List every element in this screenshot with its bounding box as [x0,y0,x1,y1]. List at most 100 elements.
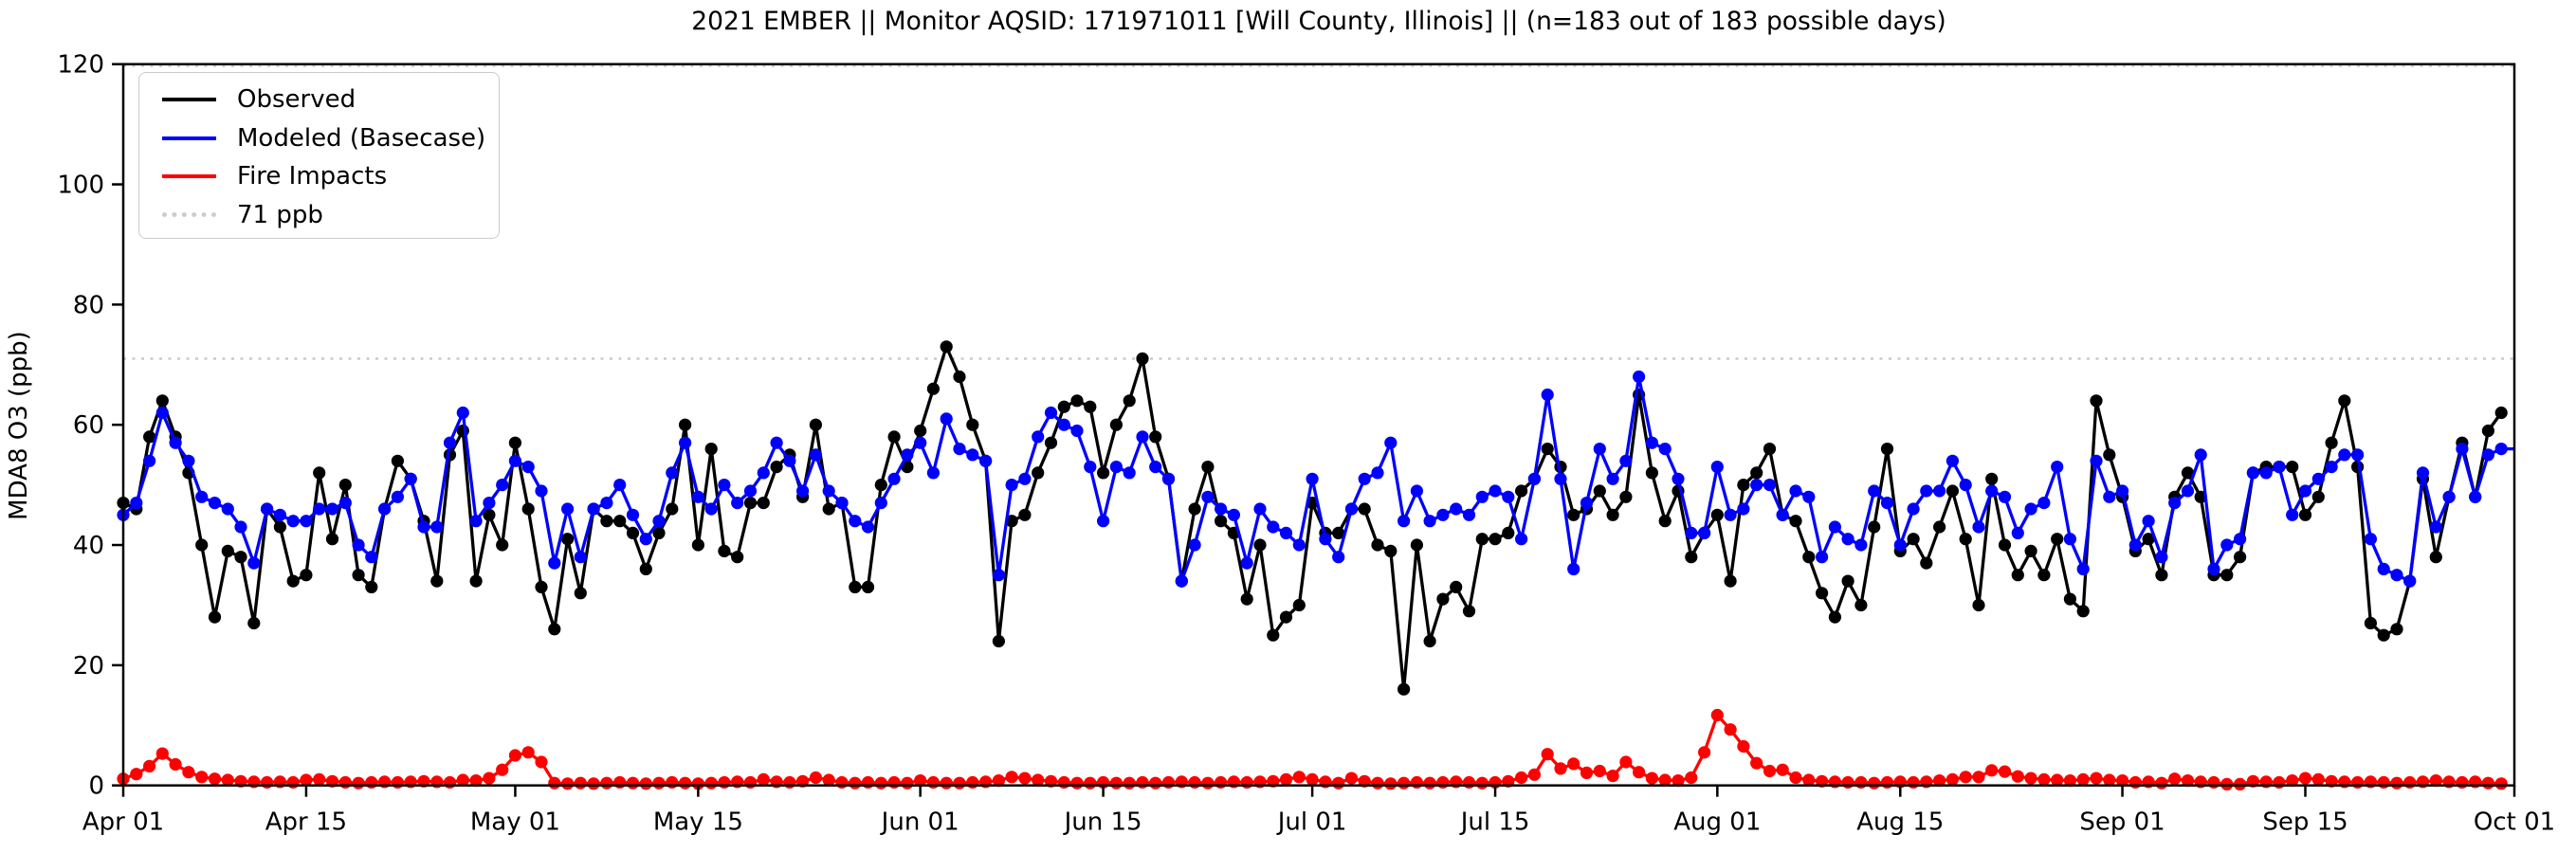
data-point [2181,484,2195,498]
data-point [404,472,417,485]
data-point [1580,497,1594,510]
data-point [940,412,953,426]
data-point [1776,508,1789,521]
data-point [1109,461,1123,474]
data-point [809,448,823,462]
data-point [1868,484,1881,498]
y-tick-label: 80 [73,291,104,319]
data-point [1136,430,1149,444]
data-point [286,574,300,588]
data-point [365,580,378,594]
data-point [1880,443,1894,456]
data-point [2429,774,2442,788]
data-point [483,497,496,510]
data-point [2325,436,2338,449]
data-point [743,484,758,498]
data-point [1933,520,1946,534]
data-point [887,775,901,789]
data-point [143,430,156,444]
data-point [2377,628,2390,642]
legend-label-threshold: 71 ppb [237,200,323,229]
data-point [1789,771,1802,785]
data-point [2456,775,2469,789]
data-point [2116,484,2129,498]
data-point [2286,774,2299,788]
data-point [2142,515,2155,528]
data-point [992,774,1005,788]
data-point [652,526,666,540]
data-point [2311,472,2325,485]
data-point [835,775,849,789]
data-point [155,406,169,420]
data-point [313,502,326,516]
data-point [2364,533,2377,546]
data-point [1868,776,1881,789]
data-point [1292,538,1306,552]
data-point [2011,569,2024,582]
data-point [169,436,182,449]
data-point [1475,533,1489,546]
data-point [2063,533,2076,546]
data-point [1384,777,1398,790]
data-point [2024,502,2037,516]
data-point [1658,443,1672,456]
data-point [1619,490,1633,503]
data-point [2481,776,2494,789]
data-point [548,776,561,789]
data-point [1436,775,1450,789]
data-point [548,556,561,570]
data-point [874,479,887,492]
data-point [626,508,640,521]
data-point [1398,682,1411,696]
data-point [2063,592,2076,606]
data-point [1527,768,1541,781]
data-point [1188,538,1201,552]
data-point [1358,502,1371,516]
data-point [2494,443,2508,456]
data-point [2037,569,2051,582]
data-point [391,490,404,503]
data-point [365,775,378,789]
data-point [1057,775,1070,789]
x-tick-label: May 01 [470,808,560,837]
data-point [849,580,862,594]
data-point [1018,771,1032,785]
data-point [208,610,222,624]
data-point [195,771,209,784]
data-point [221,544,234,558]
data-point [1502,490,1515,503]
data-point [1450,502,1463,516]
data-point [914,774,927,788]
data-point [496,538,509,552]
data-point [1880,497,1894,510]
data-point [1907,775,1920,789]
data-point [2103,490,2116,503]
data-point [2364,616,2377,630]
data-point [2469,490,2482,503]
x-tick-label: Jun 15 [1063,808,1142,837]
data-point [1854,538,1868,552]
data-point [2207,562,2220,576]
data-point [2286,461,2299,474]
data-point [1606,770,1619,783]
data-point [1658,773,1672,787]
data-point [953,443,966,456]
chart-title: 2021 EMBER || Monitor AQSID: 171971011 [… [691,7,1946,36]
data-point [1005,479,1018,492]
data-point [430,520,444,534]
data-point [1880,775,1894,789]
data-point [901,776,914,789]
data-point [155,394,169,408]
data-point [1698,746,1711,759]
x-tick-label: Sep 15 [2262,808,2348,837]
data-point [1044,406,1058,420]
data-point [1672,774,1685,788]
data-point [809,771,823,785]
data-point [2220,777,2234,791]
data-point [1123,394,1136,408]
data-point [1672,472,1685,485]
data-point [613,775,627,789]
data-point [2311,772,2325,787]
data-point [639,562,652,576]
